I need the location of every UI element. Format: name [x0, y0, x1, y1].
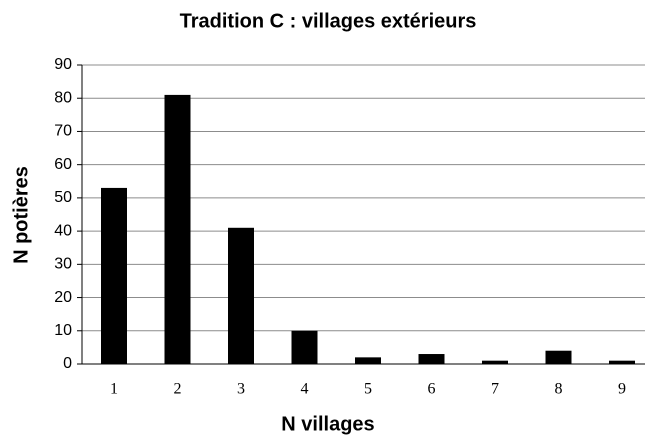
- y-tick-label: 40: [54, 222, 72, 239]
- y-tick-label: 20: [54, 289, 72, 306]
- bar: [355, 357, 381, 364]
- y-tick-label: 10: [54, 322, 72, 339]
- x-tick-label: 4: [301, 381, 309, 398]
- bar: [164, 94, 191, 365]
- y-tick-label: 0: [63, 355, 72, 372]
- x-tick-label: 2: [174, 381, 182, 398]
- x-tick-label: 8: [555, 381, 563, 398]
- x-tick-label: 6: [428, 381, 436, 398]
- y-tick-label: 60: [54, 156, 72, 173]
- x-tick-label: 1: [110, 381, 118, 398]
- y-tick-label: 70: [54, 123, 72, 140]
- bar: [545, 350, 572, 364]
- bar: [609, 360, 635, 364]
- x-tick-label: 9: [618, 381, 626, 398]
- y-axis-label: N potières: [10, 166, 32, 264]
- chart-title: Tradition C : villages extérieurs: [180, 10, 477, 32]
- y-tick-label: 30: [54, 256, 72, 273]
- bar: [482, 360, 508, 364]
- x-tick-label: 5: [364, 381, 372, 398]
- x-axis-label: N villages: [281, 413, 374, 435]
- bar: [101, 187, 127, 364]
- x-tick-label: 3: [237, 381, 245, 398]
- bar: [418, 354, 445, 364]
- y-tick-label: 50: [54, 189, 72, 206]
- y-tick-label: 80: [54, 89, 72, 106]
- y-tick-label: 90: [54, 56, 72, 73]
- bar: [228, 227, 254, 364]
- bar: [291, 330, 318, 364]
- x-tick-label: 7: [491, 381, 499, 398]
